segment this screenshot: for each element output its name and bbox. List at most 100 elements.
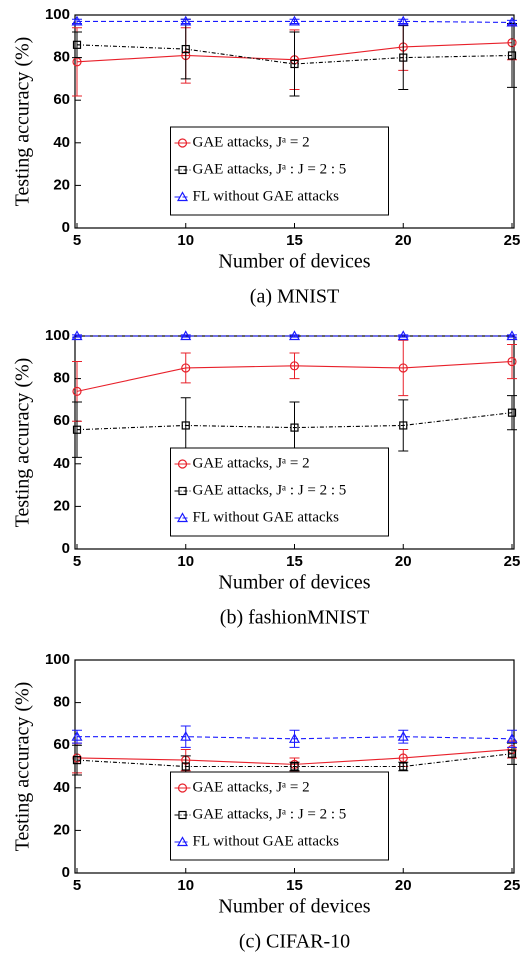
marker (72, 40, 82, 49)
caption: (a) MNIST (250, 286, 339, 308)
y-tick-label: 0 (62, 864, 70, 881)
y-tick-label: 40 (53, 779, 70, 796)
y-tick-label: 0 (62, 219, 70, 236)
error-bar (507, 344, 517, 380)
error-bar (180, 352, 191, 384)
x-tick-label: 25 (504, 553, 521, 570)
marker (72, 425, 82, 434)
marker (288, 330, 301, 341)
marker (506, 733, 518, 743)
x-tick-label: 20 (395, 232, 412, 249)
marker (288, 15, 301, 26)
x-tick-label: 10 (177, 877, 194, 894)
caption: (c) CIFAR-10 (239, 931, 350, 953)
error-bar (72, 401, 82, 458)
legend-marker (177, 783, 188, 793)
marker (289, 361, 300, 371)
error-bar (72, 744, 82, 776)
x-tick-label: 15 (286, 553, 303, 570)
legend-marker (176, 836, 189, 847)
legend-marker (177, 459, 188, 469)
y-tick-label: 20 (53, 821, 70, 838)
legend-box (170, 447, 389, 537)
error-bar (398, 339, 409, 397)
y-tick-label: 60 (53, 412, 70, 429)
marker (290, 423, 299, 432)
legend-label: GAE attacks, Jᵃ : J = 2 : 5 (193, 161, 347, 177)
error-bar (289, 352, 300, 380)
y-tick-label: 20 (53, 497, 70, 514)
y-tick-label: 100 (45, 6, 70, 23)
y-tick-label: 100 (45, 327, 70, 344)
marker (399, 421, 408, 430)
legend-marker (178, 486, 187, 496)
x-axis-label: Number of devices (218, 896, 370, 918)
error-bar (398, 25, 409, 91)
legend-label: FL without GAE attacks (193, 188, 340, 204)
marker (288, 733, 301, 743)
error-bar (507, 729, 517, 748)
error-bar (289, 761, 300, 772)
marker (290, 762, 299, 771)
y-tick-label: 80 (53, 694, 70, 711)
x-axis-label: Number of devices (218, 572, 370, 594)
marker (71, 730, 83, 741)
y-tick-label: 40 (53, 455, 70, 472)
error-bar (398, 399, 409, 452)
legend-box (170, 126, 389, 216)
y-tick-label: 80 (53, 370, 70, 387)
x-tick-label: 25 (504, 232, 521, 249)
legend-label: FL without GAE attacks (193, 509, 340, 525)
subplot: 0 20 40 60 80 100 5 10 15 20 25 Number of devices Te… (12, 651, 521, 953)
error-bar (72, 31, 82, 59)
marker (399, 53, 408, 62)
x-tick-label: 20 (395, 553, 412, 570)
marker (72, 386, 82, 396)
y-tick-label: 0 (62, 540, 70, 557)
legend-box (170, 771, 389, 861)
y-axis-label: Testing accuracy (%) (12, 358, 34, 528)
legend-marker (178, 810, 187, 820)
y-tick-label: 40 (53, 134, 70, 151)
marker (399, 762, 408, 771)
y-tick-label: 100 (45, 651, 70, 668)
marker (71, 330, 83, 341)
legend-label: FL without GAE attacks (193, 833, 340, 849)
error-bar (398, 761, 409, 772)
marker (181, 762, 190, 771)
marker (180, 730, 192, 741)
x-tick-label: 5 (73, 232, 81, 249)
legend-label: GAE attacks, Jᵃ = 2 (193, 455, 310, 471)
marker (180, 15, 192, 26)
x-tick-label: 20 (395, 877, 412, 894)
marker (181, 421, 190, 430)
error-bar (289, 31, 300, 97)
legend-marker (176, 512, 189, 523)
legend-marker (178, 165, 187, 175)
y-tick-label: 20 (53, 176, 70, 193)
x-axis-label: Number of devices (218, 251, 370, 273)
marker (397, 730, 409, 741)
y-axis-label: Testing accuracy (%) (12, 37, 34, 207)
y-tick-label: 60 (53, 91, 70, 108)
y-axis-label: Testing accuracy (%) (12, 682, 34, 852)
marker (507, 408, 517, 417)
x-tick-label: 25 (504, 877, 521, 894)
subplot: 0 20 40 60 80 100 5 10 15 20 25 Number of devices Te… (12, 327, 521, 629)
error-bar (180, 725, 191, 748)
marker (397, 15, 409, 26)
marker (506, 330, 518, 341)
subplot: 0 20 40 60 80 100 5 10 15 20 25 Number of devices Te… (12, 6, 521, 308)
x-tick-label: 10 (177, 232, 194, 249)
marker (72, 756, 82, 765)
marker (507, 51, 517, 60)
legend-label: GAE attacks, Jᵃ : J = 2 : 5 (193, 806, 347, 822)
y-tick-label: 80 (53, 49, 70, 66)
marker (398, 363, 408, 373)
caption: (b) fashionMNIST (220, 607, 369, 629)
marker (507, 356, 517, 367)
x-tick-label: 10 (177, 553, 194, 570)
legend-marker (177, 138, 188, 148)
x-tick-label: 5 (73, 553, 81, 570)
